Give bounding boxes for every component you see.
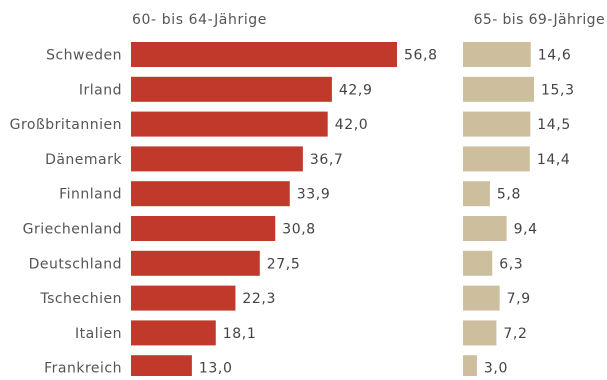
value-label-left: 33,9 <box>297 187 331 203</box>
bar-left <box>131 285 236 311</box>
value-label-left: 13,0 <box>199 361 233 376</box>
bar-right <box>463 146 530 172</box>
category-label: Schweden <box>46 48 122 64</box>
value-label-left: 30,8 <box>282 222 316 238</box>
value-label-right: 7,9 <box>507 291 531 307</box>
value-label-right: 15,3 <box>541 82 575 98</box>
value-label-right: 3,0 <box>484 361 508 376</box>
bar-right <box>463 76 534 102</box>
bar-left <box>131 216 276 241</box>
bar-left <box>131 320 216 346</box>
bar-right <box>463 285 500 311</box>
bar-right <box>463 216 507 241</box>
value-label-right: 14,6 <box>538 48 572 64</box>
bar-left <box>131 146 303 172</box>
bar-left <box>131 355 192 380</box>
bar-right <box>463 320 497 346</box>
bar-right <box>463 42 531 67</box>
value-label-left: 42,9 <box>339 82 373 98</box>
value-label-right: 9,4 <box>514 222 538 238</box>
category-label: Tschechien <box>39 291 122 307</box>
value-label-right: 14,4 <box>537 152 571 168</box>
category-label: Italien <box>75 326 122 342</box>
value-label-left: 22,3 <box>242 291 276 307</box>
bar-right <box>463 181 490 207</box>
bar-left <box>131 76 332 102</box>
value-label-left: 42,0 <box>335 117 369 133</box>
bar-right <box>463 111 531 137</box>
chart-title-right: 65- bis 69-Jährige <box>474 12 605 28</box>
value-label-right: 14,5 <box>537 117 571 133</box>
bar-right <box>463 250 493 276</box>
category-label: Deutschland <box>29 256 122 272</box>
bar-right <box>463 355 477 380</box>
category-label: Griechenland <box>23 222 122 238</box>
category-label: Frankreich <box>44 361 122 376</box>
value-label-right: 6,3 <box>499 256 523 272</box>
bar-left <box>131 111 328 137</box>
value-label-left: 18,1 <box>223 326 257 342</box>
category-label: Dänemark <box>45 152 122 168</box>
chart-title-left: 60- bis 64-Jährige <box>132 12 267 28</box>
bar-left <box>131 181 290 207</box>
category-label: Irland <box>79 82 122 98</box>
value-label-left: 56,8 <box>404 48 438 64</box>
value-label-right: 7,2 <box>503 326 527 342</box>
value-label-right: 5,8 <box>497 187 521 203</box>
bar-left <box>131 250 260 276</box>
bar-left <box>131 42 397 67</box>
category-label: Finnland <box>59 187 122 203</box>
category-label: Großbritannien <box>10 117 122 133</box>
value-label-left: 36,7 <box>310 152 344 168</box>
chart-rows: Schweden 56,8 14,6 Irland 42,9 15,3 Großbritan… <box>10 42 575 380</box>
value-label-left: 27,5 <box>267 256 301 272</box>
